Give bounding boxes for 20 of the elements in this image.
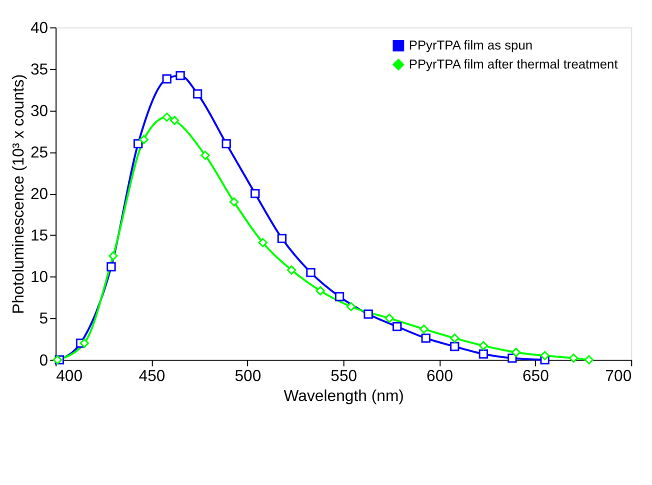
- y-tick-label: 5: [39, 310, 48, 328]
- legend-label: PPyrTPA film as spun: [408, 38, 533, 53]
- legend-label: PPyrTPA film after thermal treatment: [408, 56, 618, 72]
- x-axis-title: Wavelength (nm): [284, 388, 404, 405]
- y-axis-title: Photoluminescence (10³ x counts): [10, 74, 28, 314]
- x-tick-label: 450: [138, 368, 166, 386]
- x-tick-label: 500: [234, 368, 262, 386]
- y-tick-label: 40: [30, 20, 48, 37]
- x-tick-label: 650: [522, 368, 550, 386]
- x-tick-label: 400: [56, 368, 83, 386]
- x-tick-label: 600: [426, 368, 454, 386]
- y-tick-label: 15: [30, 228, 48, 245]
- x-tick-label: 700: [605, 368, 632, 386]
- y-tick-label: 25: [30, 144, 48, 162]
- y-tick-label: 10: [30, 269, 48, 286]
- y-tick-label: 35: [30, 61, 48, 78]
- y-tick-label: 20: [30, 186, 48, 204]
- y-tick-label: 0: [39, 352, 48, 370]
- x-tick-label: 550: [330, 368, 358, 386]
- y-tick-label: 30: [30, 102, 48, 120]
